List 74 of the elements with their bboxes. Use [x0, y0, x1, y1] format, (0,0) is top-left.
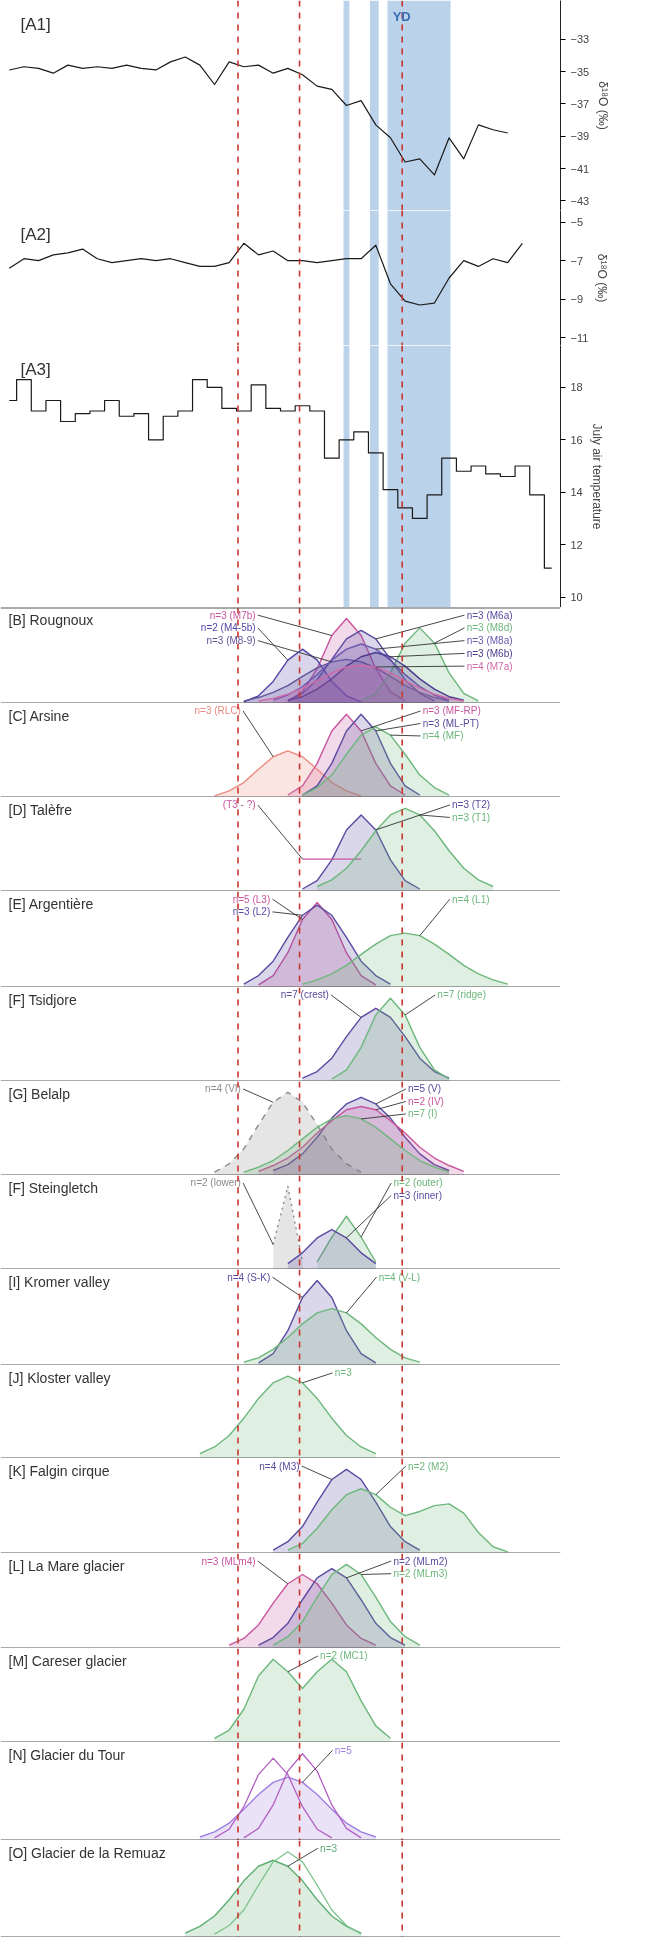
chart-title: [O] Glacier de la Remuaz: [8, 1844, 166, 1861]
y-tick-label: 18: [570, 381, 583, 394]
series-label: n=3 (T1): [452, 811, 491, 823]
chart-title: [B] Rougnoux: [8, 611, 94, 628]
text: n=3 (ML-PT): [422, 717, 480, 729]
text: n=3: [320, 1842, 338, 1854]
chart-title: [J] Kloster valley: [8, 1369, 111, 1386]
chart-title: [K] Falgin cirque: [8, 1462, 110, 1479]
text: n=3 (L2): [232, 906, 271, 918]
y-tick-label: −37: [570, 97, 590, 110]
text: n=5 (L3): [232, 893, 271, 905]
text: n=3 (M7b): [209, 609, 256, 621]
annotation: YD: [392, 8, 411, 24]
text: n=4 (VI): [205, 1083, 241, 1095]
y-tick-label: −43: [570, 194, 590, 207]
chart-title: [G] Belalp: [8, 1085, 71, 1102]
y-tick-label: 12: [570, 538, 583, 551]
text: n=3 (M8d): [466, 622, 513, 634]
text: n=3: [334, 1367, 353, 1379]
text: n=3 (M6b): [466, 647, 513, 659]
y-tick-label: −35: [570, 65, 590, 78]
text: [A2]: [20, 224, 51, 244]
y-tick-label: 16: [570, 433, 583, 446]
y-axis-title: δ¹⁸O (‰): [595, 253, 610, 303]
text: n=3 (MF-RP): [422, 705, 481, 717]
text: [A3]: [20, 359, 51, 379]
text: n=2 (M4-5b): [200, 622, 256, 634]
chart-title: [I] Kromer valley: [8, 1273, 110, 1290]
chart-title: [D] Talèfre: [8, 801, 73, 818]
text: n=3 (M8-9): [206, 635, 256, 647]
y-axis-title: δ¹⁸O (‰): [596, 81, 611, 130]
y-axis-title: July air temperature: [589, 423, 604, 530]
text: n=3 (T2): [452, 799, 491, 811]
text: n=2 (outer): [393, 1177, 443, 1189]
text: n=4 (M3): [259, 1460, 300, 1472]
chart-title: [M] Careser glacier: [8, 1652, 128, 1669]
text: n=4 (M7a): [466, 660, 513, 672]
chart-title: [C] Arsine: [8, 707, 70, 724]
y-tick-label: −33: [570, 33, 590, 46]
text: n=4 (S-K): [227, 1271, 271, 1283]
text: n=3 (M8a): [466, 635, 513, 647]
text: n=4 (MF): [422, 730, 464, 742]
text: n=3 (RLC): [194, 705, 241, 717]
chart-title: [F] Steingletch: [8, 1179, 98, 1196]
text: n=7 (ridge): [437, 989, 486, 1001]
text: n=2 (MLm2): [393, 1555, 448, 1567]
series-label: n=2 (MC1): [320, 1650, 368, 1662]
text: n=4 (L1): [452, 893, 490, 905]
text: n=7 (crest): [280, 989, 329, 1001]
y-tick-label: −41: [570, 162, 590, 175]
text: (T3 - ?): [222, 799, 256, 811]
chart-title: [E] Argentière: [8, 895, 94, 912]
text: n=2 (IV): [408, 1095, 444, 1107]
y-tick-label: 14: [570, 486, 583, 499]
text: n=3 (inner): [393, 1189, 443, 1201]
text: n=3 (M6a): [466, 609, 513, 621]
y-tick-label: −11: [570, 331, 589, 344]
y-tick-label: −9: [570, 293, 584, 306]
y-tick-label: −5: [570, 216, 584, 229]
text: n=3 (MLm4): [201, 1555, 256, 1567]
y-tick-label: −7: [570, 254, 584, 267]
text: n=7 (I): [408, 1108, 438, 1120]
text: n=2 (M2): [408, 1460, 449, 1472]
chart-title: [F] Tsidjore: [8, 991, 77, 1008]
y-tick-label: −39: [570, 130, 590, 143]
text: n=2 (MLm3): [393, 1568, 448, 1580]
chart-title: [L] La Mare glacier: [8, 1557, 125, 1574]
text: [A1]: [20, 14, 51, 34]
text: n=2 (lower): [190, 1177, 241, 1189]
text: n=5 (V): [408, 1083, 442, 1095]
text: n=5: [334, 1744, 353, 1756]
text: n=4 (V-L): [378, 1271, 421, 1283]
chart-title: [N] Glacier du Tour: [8, 1746, 126, 1763]
y-tick-label: 10: [570, 591, 583, 604]
